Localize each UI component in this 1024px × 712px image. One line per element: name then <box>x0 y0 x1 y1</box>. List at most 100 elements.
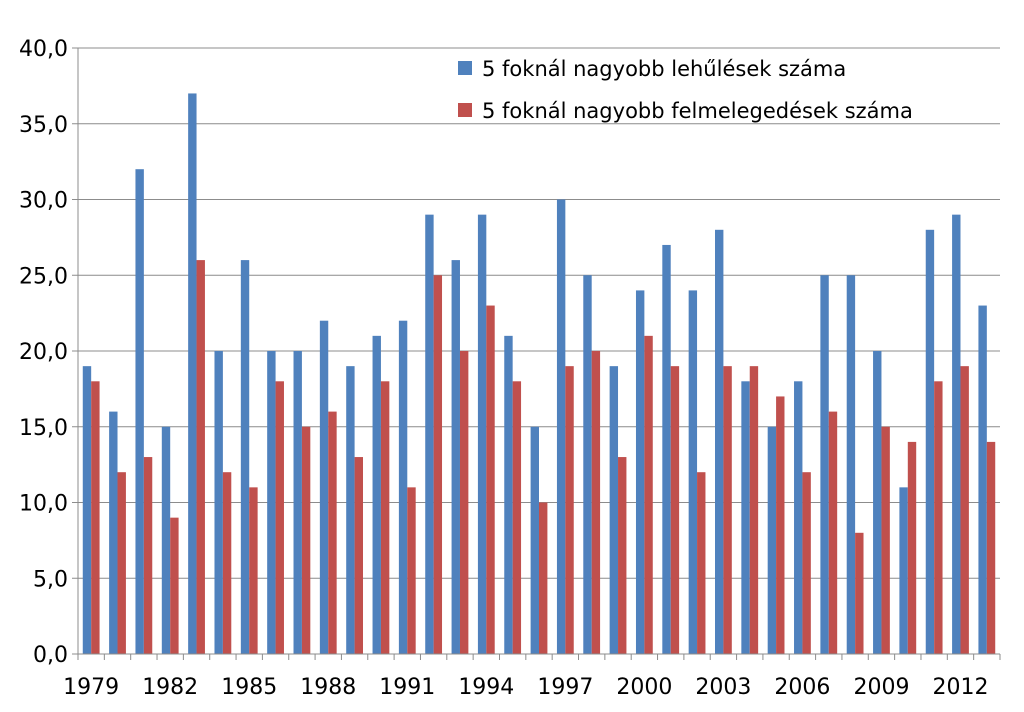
bar-series1-1983 <box>188 93 197 654</box>
bar-series2-1981 <box>143 457 153 654</box>
y-tick-label: 25,0 <box>19 264 68 289</box>
x-tick-label: 2000 <box>616 675 672 700</box>
bar-series1-2012 <box>952 214 961 654</box>
x-tick-labels: 1979 1982 1985 1988 1991 1994 1997 2000 2003 2006… <box>63 675 988 700</box>
bar-series1-1982 <box>161 426 171 654</box>
y-tick-label: 20,0 <box>19 340 68 365</box>
y-tick-label: 0,0 <box>33 643 68 668</box>
bar-series1-2007 <box>820 275 829 654</box>
y-tick-label: 5,0 <box>33 567 68 592</box>
legend: 5 foknál nagyobb lehűlések száma 5 foknál… <box>458 57 913 123</box>
x-tick-label: 1994 <box>458 675 514 700</box>
x-tick-label: 2003 <box>695 675 751 700</box>
x-tick-label: 2009 <box>853 675 909 700</box>
bar-series1-2008 <box>846 275 856 654</box>
bar-series1-1981 <box>135 169 144 654</box>
bar-series2-2006 <box>802 472 811 654</box>
legend-label-series2: 5 foknál nagyobb felmelegedések száma <box>482 99 913 123</box>
x-tick-label: 1997 <box>537 675 593 700</box>
bar-series2-1983 <box>196 260 205 654</box>
bar-series2-1987 <box>301 426 311 654</box>
bar-series2-2009 <box>881 426 890 654</box>
bar-series2-1989 <box>354 457 363 654</box>
bar-series2-1979 <box>91 381 100 654</box>
x-tick-label: 1988 <box>300 675 356 700</box>
bar-series1-2011 <box>925 229 935 655</box>
bar-series1-1984 <box>214 351 223 654</box>
x-tick-label: 1979 <box>63 675 119 700</box>
bar-series2-1996 <box>539 502 548 654</box>
bar-series2-1985 <box>249 487 258 654</box>
bar-series2-1994 <box>486 305 495 654</box>
bar-series2-2008 <box>855 532 864 654</box>
bar-series1-1988 <box>319 320 329 654</box>
x-tick-label: 2006 <box>774 675 830 700</box>
bar-series1-2000 <box>635 290 645 654</box>
x-tick-label: 1991 <box>379 675 435 700</box>
bar-series2-1990 <box>380 381 390 654</box>
bar-series2-1982 <box>170 517 179 654</box>
bar-series1-2003 <box>715 229 724 655</box>
y-tick-label: 40,0 <box>19 37 68 62</box>
bar-series1-1979 <box>82 366 92 654</box>
bar-series2-2007 <box>828 411 838 654</box>
bar-series1-1995 <box>504 335 513 654</box>
bar-series1-1996 <box>530 426 539 654</box>
bar-series2-2000 <box>644 335 653 654</box>
legend-label-series1: 5 foknál nagyobb lehűlések száma <box>482 57 846 81</box>
bar-series2-1998 <box>591 351 601 654</box>
x-tick-label: 1985 <box>221 675 277 700</box>
x-tick-label: 2012 <box>932 675 988 700</box>
bar-series2-2004 <box>749 366 759 654</box>
bar-series1-2005 <box>767 426 777 654</box>
y-tick-labels: 0,0 5,0 10,0 15,0 20,0 25,0 30,0 35,0 40,0 <box>19 37 68 668</box>
bar-series1-1999 <box>609 366 619 654</box>
bar-series2-1984 <box>222 472 232 654</box>
y-tick-label: 30,0 <box>19 189 68 214</box>
bar-series1-1997 <box>556 199 566 654</box>
y-tick-label: 35,0 <box>19 113 68 138</box>
bar-series2-1986 <box>275 381 284 654</box>
bar-series2-1988 <box>328 411 337 654</box>
axes <box>72 47 1001 660</box>
bar-series1-1994 <box>477 214 487 654</box>
bar-series1-1998 <box>583 275 592 654</box>
bar-series1-2004 <box>741 381 750 654</box>
legend-swatch-series2 <box>458 103 472 117</box>
bar-series1-1987 <box>293 351 302 654</box>
bars <box>82 93 996 655</box>
y-tick-label: 15,0 <box>19 416 68 441</box>
bar-series1-2013 <box>978 305 987 654</box>
bar-series1-2001 <box>662 244 671 654</box>
bar-series2-1993 <box>459 351 469 654</box>
bar-series1-1980 <box>109 411 118 654</box>
legend-swatch-series1 <box>458 61 472 75</box>
bar-series1-1986 <box>267 351 276 654</box>
bar-series1-1992 <box>425 214 434 654</box>
bar-series1-1993 <box>451 260 460 654</box>
bar-series2-2010 <box>907 441 917 654</box>
bar-series1-2002 <box>688 290 698 654</box>
bar-series2-1992 <box>433 275 443 654</box>
bar-series2-2002 <box>697 472 706 654</box>
bar-series1-2010 <box>899 487 908 654</box>
bar-series2-1991 <box>407 487 416 654</box>
bar-series2-1999 <box>618 457 627 654</box>
bar-series1-2006 <box>794 381 803 654</box>
bar-series1-1989 <box>346 366 355 654</box>
bar-series2-1995 <box>512 381 522 654</box>
x-tick-label: 1982 <box>142 675 198 700</box>
bar-series1-1985 <box>240 260 250 654</box>
bar-series1-1991 <box>398 320 408 654</box>
bar-series2-2012 <box>960 366 969 654</box>
bar-series2-2003 <box>723 366 732 654</box>
bar-series1-1990 <box>372 335 381 654</box>
bar-series2-2005 <box>776 396 785 654</box>
bar-series2-1980 <box>117 472 126 654</box>
bar-series2-2001 <box>670 366 680 654</box>
bar-series2-2013 <box>986 441 996 654</box>
y-tick-label: 10,0 <box>19 492 68 517</box>
bar-series1-2009 <box>873 351 882 654</box>
